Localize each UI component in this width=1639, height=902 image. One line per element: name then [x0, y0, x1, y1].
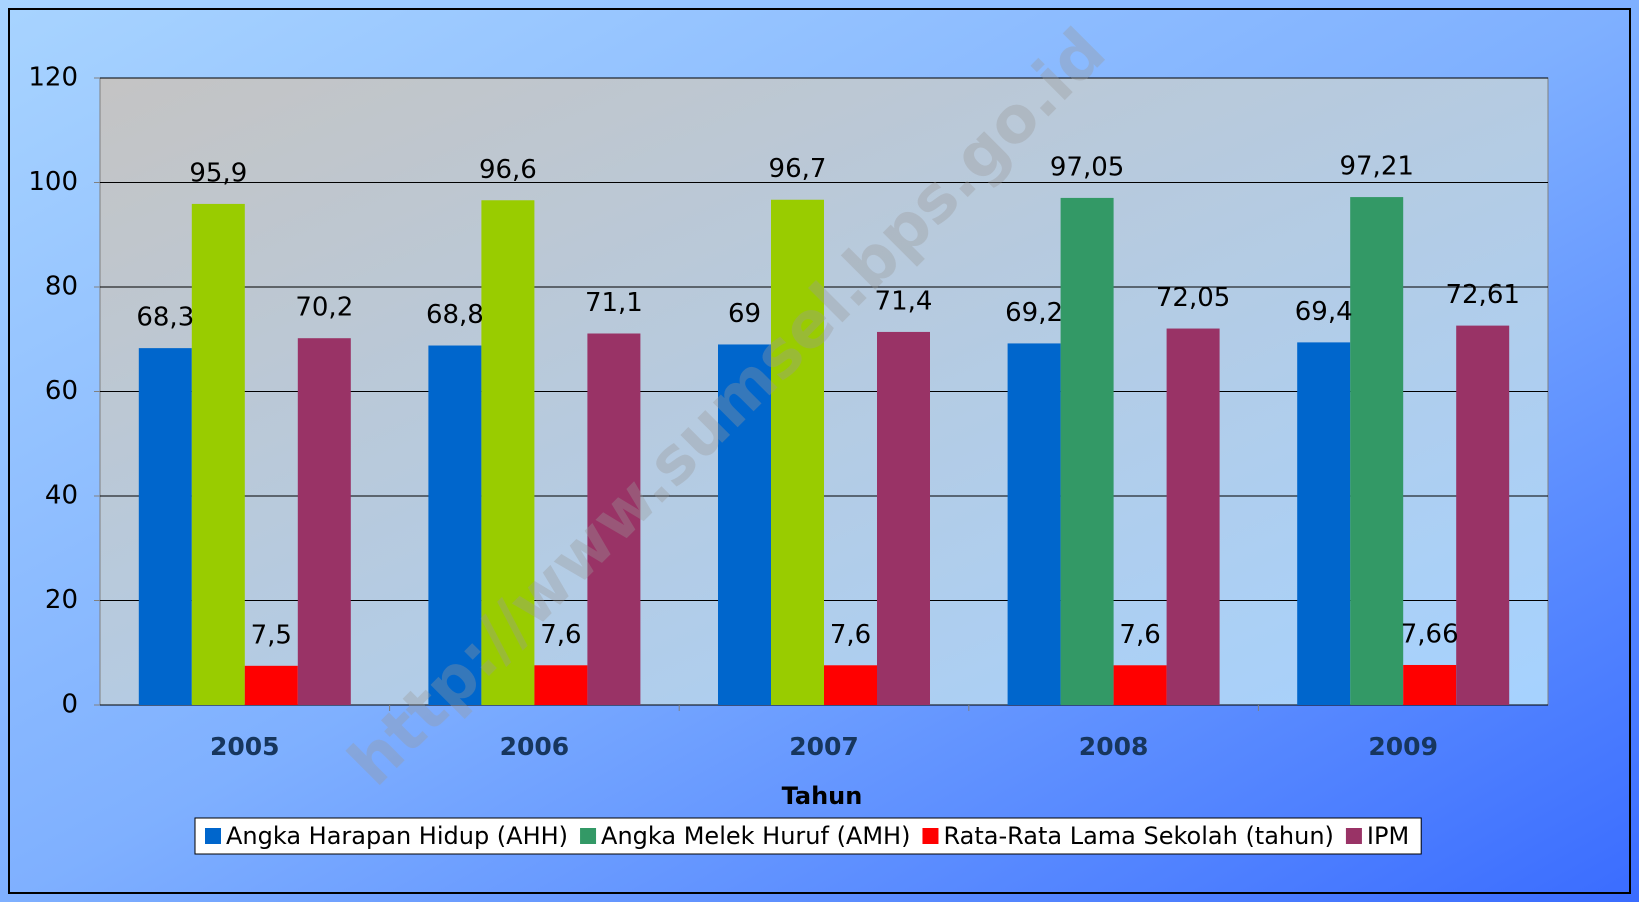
- legend-label: Angka Melek Huruf (AMH): [601, 822, 910, 850]
- y-tick-label: 40: [45, 481, 78, 511]
- value-label: 72,05: [1156, 283, 1230, 313]
- value-label: 7,6: [540, 620, 581, 650]
- x-tick-label: 2006: [500, 732, 570, 761]
- bar: [718, 344, 771, 705]
- y-tick-label: 0: [61, 690, 78, 720]
- y-tick-label: 100: [28, 167, 78, 197]
- y-tick-label: 20: [45, 585, 78, 615]
- bar: [244, 665, 298, 705]
- value-label: 71,1: [585, 288, 643, 318]
- bar: [534, 665, 588, 705]
- value-label: 96,7: [769, 154, 827, 184]
- legend-swatch: [1345, 828, 1362, 844]
- bar: [1113, 665, 1167, 705]
- value-label: 69,4: [1295, 297, 1353, 327]
- legend-label: Angka Harapan Hidup (AHH): [226, 822, 568, 850]
- x-tick-label: 2009: [1368, 732, 1438, 761]
- x-tick-label: 2008: [1079, 732, 1149, 761]
- value-label: 69: [728, 299, 761, 329]
- bar: [1403, 664, 1457, 705]
- bar: [587, 333, 641, 705]
- legend-box: [194, 817, 1422, 855]
- value-label: 7,6: [1119, 620, 1160, 650]
- value-label: 7,6: [830, 620, 871, 650]
- bar: [481, 200, 535, 705]
- value-label: 7,5: [251, 620, 292, 650]
- legend-swatch: [580, 828, 597, 844]
- bar: [428, 345, 482, 705]
- bar: [877, 331, 930, 705]
- value-label: 7,66: [1401, 619, 1459, 649]
- x-axis-title: Tahun: [782, 782, 863, 810]
- y-tick-label: 60: [45, 376, 78, 406]
- value-label: 71,4: [875, 286, 933, 316]
- value-label: 97,21: [1339, 152, 1413, 182]
- bar: [1350, 197, 1404, 705]
- y-tick-label: 80: [45, 272, 78, 302]
- value-label: 68,3: [136, 303, 194, 333]
- value-label: 68,8: [426, 300, 484, 330]
- legend-swatch: [205, 828, 221, 844]
- value-label: 97,05: [1050, 152, 1124, 182]
- legend-label: IPM: [1367, 822, 1409, 850]
- bar: [191, 203, 245, 706]
- legend-label: Rata-Rata Lama Sekolah (tahun): [943, 822, 1333, 850]
- chart-border: [8, 8, 1631, 894]
- bar: [1297, 342, 1351, 705]
- value-label: 69,2: [1005, 298, 1063, 328]
- bar: [138, 348, 192, 705]
- value-label: 72,61: [1445, 280, 1519, 310]
- legend-swatch: [922, 828, 939, 844]
- bar: [1456, 325, 1510, 705]
- y-tick-label: 120: [28, 63, 78, 93]
- bar: [1007, 343, 1061, 705]
- bar: [297, 338, 351, 705]
- bar: [824, 665, 877, 705]
- value-label: 96,6: [479, 155, 537, 185]
- bar: [771, 199, 824, 705]
- x-tick-label: 2007: [789, 732, 859, 761]
- bar: [1166, 328, 1220, 705]
- value-label: 70,2: [295, 293, 353, 323]
- value-label: 95,9: [189, 158, 247, 188]
- x-tick-label: 2005: [210, 732, 280, 761]
- bar: [1060, 197, 1114, 705]
